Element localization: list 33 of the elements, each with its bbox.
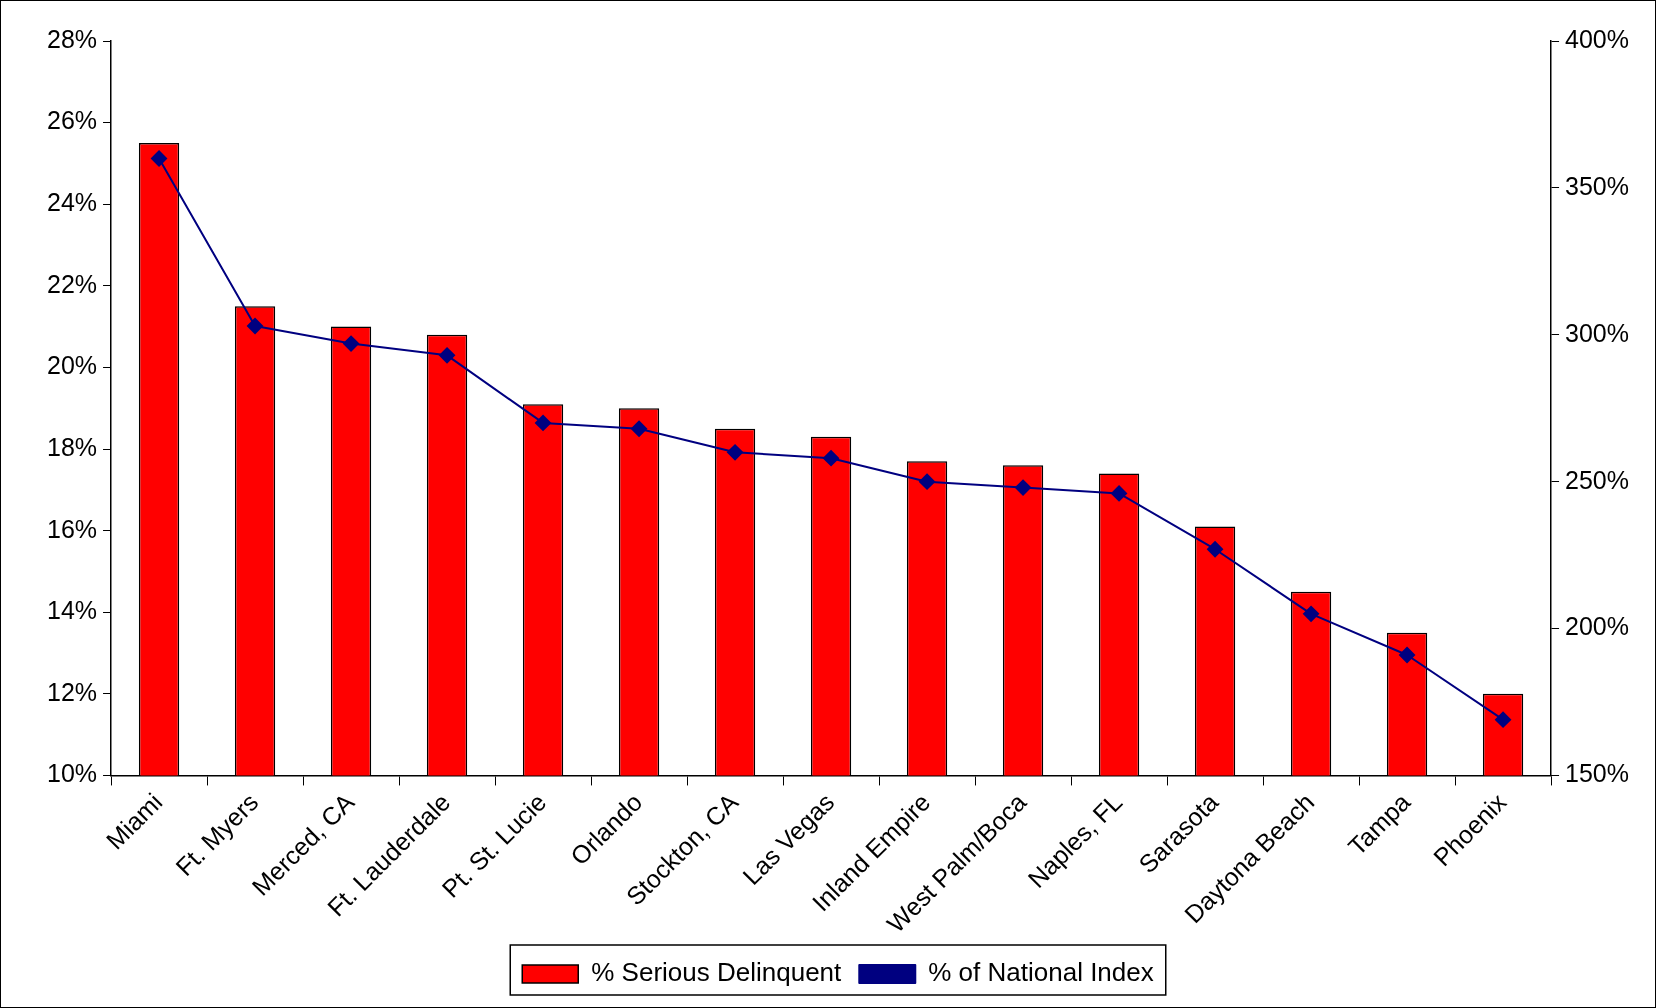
- point: [343, 335, 360, 352]
- y-tick-label: 24%: [46, 188, 98, 217]
- y-tick-label: 14%: [46, 596, 98, 625]
- y2-tick-label: 350%: [1565, 171, 1630, 200]
- point: [1303, 605, 1320, 622]
- legend-label: % of National Index: [928, 957, 1154, 988]
- point: [823, 450, 840, 467]
- y2-tick-label: 250%: [1565, 465, 1630, 494]
- point: [1015, 479, 1032, 496]
- point: [631, 420, 648, 437]
- y-tick-label: 22%: [46, 269, 98, 298]
- y-tick-label: 28%: [46, 24, 98, 53]
- point: [1399, 647, 1416, 663]
- y-tick-label: 18%: [46, 432, 98, 461]
- y2-tick-label: 400%: [1565, 24, 1630, 53]
- legend-label: % Serious Delinquent: [591, 957, 843, 988]
- y2-tick-label: 300%: [1565, 318, 1630, 347]
- y-tick-label: 20%: [46, 351, 98, 380]
- y-tick-label: 26%: [46, 106, 98, 135]
- point: [247, 317, 264, 334]
- point: [1207, 541, 1224, 558]
- y-tick-label: 16%: [46, 514, 98, 543]
- point: [727, 444, 744, 461]
- y2-tick-label: 150%: [1565, 759, 1630, 788]
- y-tick-label: 10%: [46, 759, 98, 788]
- point: [1495, 711, 1512, 728]
- point: [151, 150, 168, 167]
- point: [1111, 485, 1128, 502]
- point: [439, 347, 456, 364]
- point: [919, 473, 936, 490]
- y2-tick-label: 200%: [1565, 612, 1630, 641]
- y-tick-label: 12%: [46, 677, 98, 706]
- point: [535, 414, 552, 431]
